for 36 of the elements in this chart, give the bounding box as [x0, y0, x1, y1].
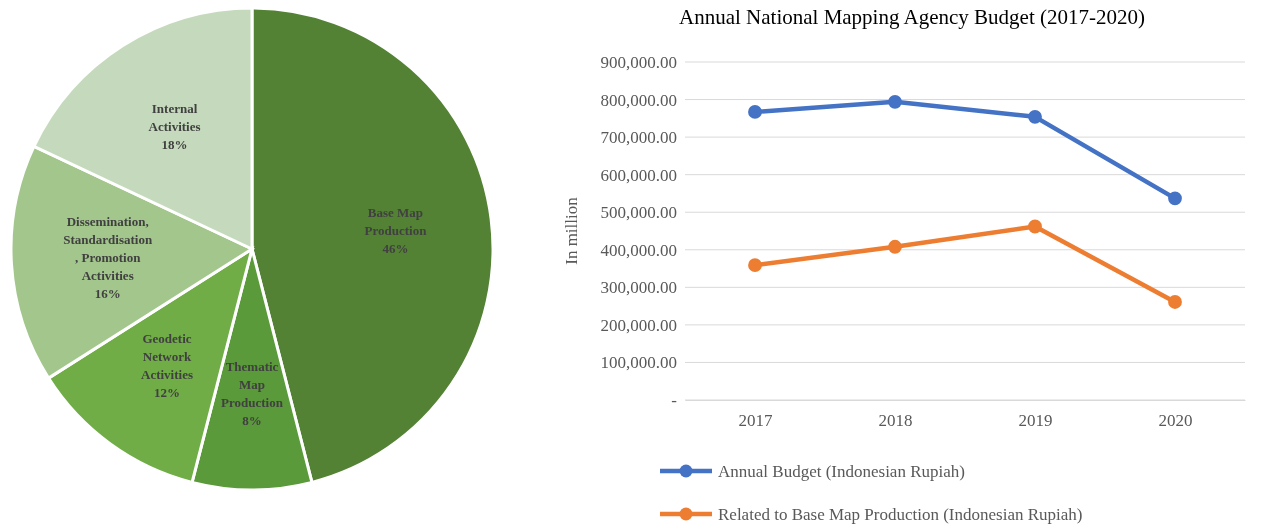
data-label: 18% [161, 136, 188, 152]
y-axis-title: In million [562, 196, 581, 265]
slice-label: Thematic Map Production [221, 358, 284, 410]
slice-label: Internal Activities [148, 100, 201, 134]
x-tick-label: 2019 [1018, 411, 1053, 431]
legend-label: Related to Base Map Production (Indonesian Rupiah) [718, 505, 1083, 524]
point [748, 105, 762, 119]
y-tick-label: 100,000.00 [600, 353, 677, 373]
x-tick-label: 2017 [738, 411, 773, 431]
y-tick-label: 600,000.00 [600, 165, 677, 185]
y-tick-label: 700,000.00 [600, 128, 677, 148]
point [888, 94, 902, 109]
data-label: 8% [242, 412, 262, 428]
chart-title: Annual National Mapping Agency Budget (2017-2020) [679, 5, 1146, 29]
slice-label: Geodetic Network Activities [141, 330, 193, 382]
y-tick-label: 200,000.00 [600, 315, 677, 335]
point [1168, 295, 1182, 309]
legend-label: Annual Budget (Indonesian Rupiah) [718, 462, 965, 481]
x-tick-label: 2018 [878, 411, 913, 431]
point [1168, 191, 1182, 206]
slice-label: Base Map Production [364, 204, 428, 238]
point [1028, 219, 1042, 234]
point [888, 239, 902, 254]
point [748, 258, 762, 273]
data-label: 46% [382, 240, 409, 256]
y-tick-label: 300,000.00 [600, 278, 677, 298]
y-tick-label: 400,000.00 [600, 240, 677, 260]
y-tick-label: 500,000.00 [600, 203, 677, 223]
x-tick-label: 2020 [1158, 411, 1193, 431]
y-tick-label: 900,000.00 [600, 52, 677, 72]
y-tick-label: 800,000.00 [600, 90, 677, 110]
y-tick-label: - [671, 390, 678, 410]
slice-label: Dissemination, Standardisation, Promotion Activities [63, 214, 153, 284]
point [1028, 109, 1042, 124]
data-label: 12% [154, 384, 181, 400]
data-label: 16% [94, 286, 121, 302]
